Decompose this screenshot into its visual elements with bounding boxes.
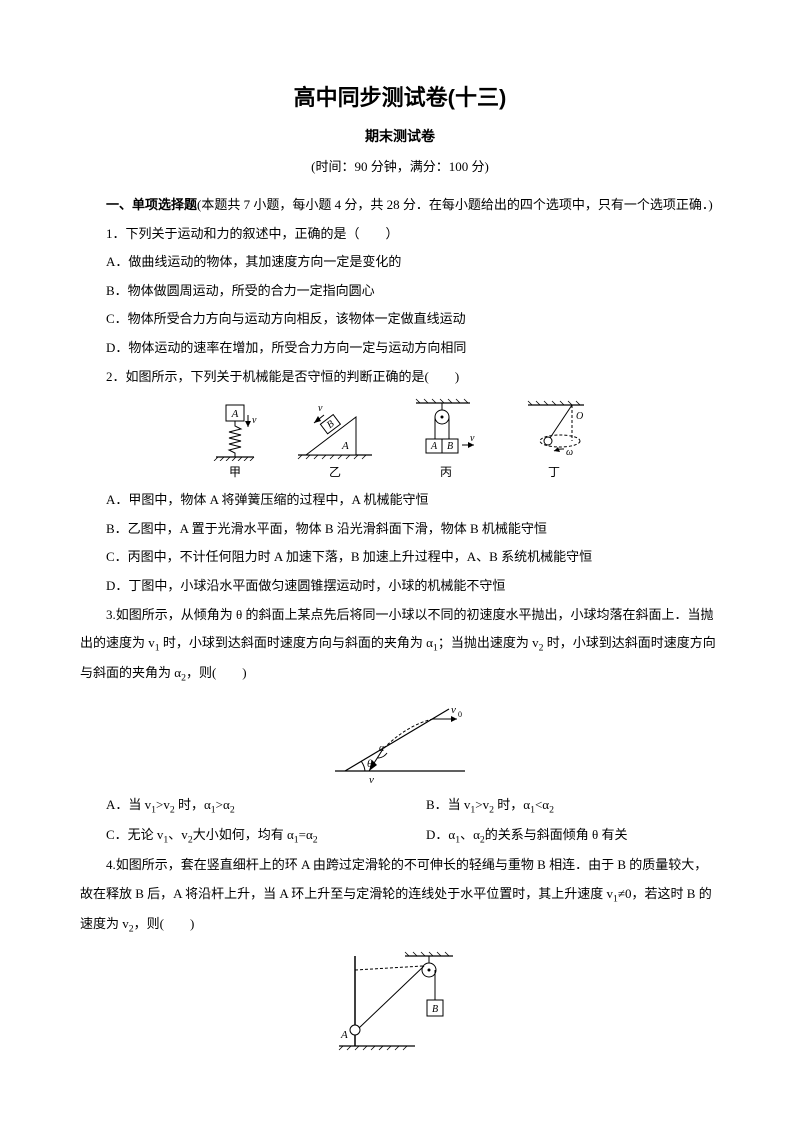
svg-text:v: v bbox=[451, 704, 456, 716]
q3-stem-e: ，则( ) bbox=[186, 665, 247, 680]
conical-pendulum-icon: O ω bbox=[518, 397, 590, 461]
svg-text:v: v bbox=[252, 415, 257, 426]
wedge-block-icon: A B v bbox=[296, 397, 374, 461]
svg-text:ω: ω bbox=[566, 447, 573, 458]
svg-text:α: α bbox=[379, 743, 385, 754]
section-heading: 一、单项选择题(本题共 7 小题，每小题 4 分，共 28 分．在每小题给出的四… bbox=[80, 191, 720, 220]
q2-opt-c: C．丙图中，不计任何阻力时 A 加速下落，B 加速上升过程中，A、B 系统机械能… bbox=[80, 543, 720, 572]
svg-text:A: A bbox=[340, 1029, 348, 1041]
q2-fig-d: O ω 丁 bbox=[518, 397, 590, 480]
q1-stem: 1．下列关于运动和力的叙述中，正确的是（ ） bbox=[80, 220, 720, 249]
svg-text:O: O bbox=[576, 411, 583, 422]
q1-opt-a: A．做曲线运动的物体，其加速度方向一定是变化的 bbox=[80, 248, 720, 277]
q3-stem-c: ；当抛出速度为 v bbox=[438, 635, 539, 650]
q2-opt-a: A．甲图中，物体 A 将弹簧压缩的过程中，A 机械能守恒 bbox=[80, 486, 720, 515]
svg-text:A: A bbox=[341, 440, 349, 452]
q1-opt-d: D．物体运动的速率在增加，所受合力方向一定与运动方向相同 bbox=[80, 334, 720, 363]
pulley-ab-icon: A B v bbox=[410, 397, 482, 461]
q2-opt-b: B．乙图中，A 置于光滑水平面，物体 B 沿光滑斜面下滑，物体 B 机械能守恒 bbox=[80, 515, 720, 544]
section-heading-rest: (本题共 7 小题，每小题 4 分，共 28 分．在每小题给出的四个选项中，只有… bbox=[197, 197, 713, 212]
svg-text:A: A bbox=[430, 441, 438, 452]
q3-stem-b: 时，小球到达斜面时速度方向与斜面的夹角为 α bbox=[160, 635, 433, 650]
q2-fig-c-label: 丙 bbox=[440, 463, 452, 480]
q3-opt-row2: C．无论 v1、v2大小如何，均有 α1=α2 D．α1、α2的关系与斜面倾角 … bbox=[80, 821, 720, 851]
q2-opt-d: D．丁图中，小球沿水平面做匀速圆锥摆运动时，小球的机械能不守恒 bbox=[80, 572, 720, 601]
q2-fig-a: A v 甲 bbox=[210, 397, 260, 480]
q4-figure: A B bbox=[80, 946, 720, 1056]
q3-opt-d: D．α1、α2的关系与斜面倾角 θ 有关 bbox=[400, 821, 720, 851]
document-page: 高中同步测试卷(十三) 期末测试卷 (时间：90 分钟，满分：100 分) 一、… bbox=[0, 0, 800, 1131]
q2-fig-a-label: 甲 bbox=[229, 463, 241, 480]
exam-info: (时间：90 分钟，满分：100 分) bbox=[80, 156, 720, 175]
q2-fig-b-label: 乙 bbox=[329, 463, 341, 480]
q3-opt-b: B．当 v1>v2 时，α1<α2 bbox=[400, 791, 720, 821]
q3-opt-a: A．当 v1>v2 时，α1>α2 bbox=[80, 791, 400, 821]
spring-block-icon: A v bbox=[210, 397, 260, 461]
q2-fig-c: A B v 丙 bbox=[410, 397, 482, 480]
svg-text:v: v bbox=[470, 433, 475, 444]
q2-fig-d-label: 丁 bbox=[548, 463, 560, 480]
rod-pulley-icon: A B bbox=[335, 946, 465, 1056]
svg-text:A: A bbox=[231, 408, 239, 420]
q2-figures: A v 甲 A B v 乙 bbox=[80, 397, 720, 480]
svg-text:0: 0 bbox=[458, 710, 462, 719]
q3-figure: θ v 0 v α bbox=[80, 695, 720, 785]
page-subtitle: 期末测试卷 bbox=[80, 126, 720, 146]
svg-text:v: v bbox=[318, 403, 323, 414]
q2-stem: 2．如图所示，下列关于机械能是否守恒的判断正确的是( ) bbox=[80, 363, 720, 392]
svg-text:v: v bbox=[369, 774, 374, 785]
q4-stem-c: ，则( ) bbox=[134, 916, 195, 931]
q3-opt-c: C．无论 v1、v2大小如何，均有 α1=α2 bbox=[80, 821, 400, 851]
svg-text:B: B bbox=[432, 1004, 438, 1015]
page-title: 高中同步测试卷(十三) bbox=[80, 80, 720, 112]
svg-text:B: B bbox=[447, 441, 453, 452]
q1-opt-c: C．物体所受合力方向与运动方向相反，该物体一定做直线运动 bbox=[80, 305, 720, 334]
q1-opt-b: B．物体做圆周运动，所受的合力一定指向圆心 bbox=[80, 277, 720, 306]
q3-opt-row1: A．当 v1>v2 时，α1>α2 B．当 v1>v2 时，α1<α2 bbox=[80, 791, 720, 821]
q3-stem: 3.如图所示，从倾角为 θ 的斜面上某点先后将同一小球以不同的初速度水平抛出，小… bbox=[80, 601, 720, 690]
q2-fig-b: A B v 乙 bbox=[296, 397, 374, 480]
incline-projectile-icon: θ v 0 v α bbox=[325, 695, 475, 785]
q4-stem: 4.如图所示，套在竖直细杆上的环 A 由跨过定滑轮的不可伸长的轻绳与重物 B 相… bbox=[80, 851, 720, 940]
section-heading-bold: 一、单项选择题 bbox=[106, 197, 197, 212]
